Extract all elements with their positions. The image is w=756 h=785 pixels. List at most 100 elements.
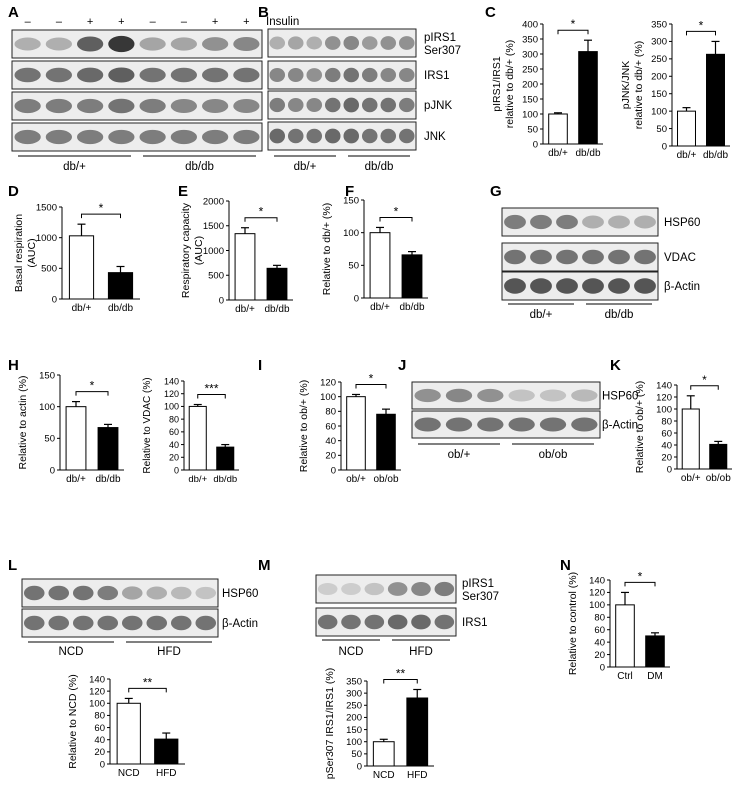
blot-band [306, 98, 323, 112]
y-axis-label: Relative to actin (%) [17, 376, 29, 470]
x-tick-label: Ctrl [617, 671, 633, 682]
blot-band-label: Ser307 [424, 45, 461, 57]
blot-band [556, 249, 578, 265]
blot-band [343, 36, 360, 50]
y-tick-label: 1500 [36, 202, 57, 213]
bar-chart-C [540, 23, 603, 145]
significance-mark: ** [396, 667, 406, 681]
significance-mark: ** [143, 675, 153, 689]
bar [578, 51, 598, 145]
blot-band [269, 128, 286, 144]
blot-band-label: IRS1 [462, 617, 488, 629]
significance-bracket [686, 30, 716, 36]
bar-chart-D [59, 206, 140, 300]
x-tick-label: db/+ [235, 304, 255, 315]
y-tick-label: 200 [522, 79, 538, 90]
y-tick-label: 1500 [203, 221, 224, 232]
blot-band [445, 388, 473, 403]
y-tick-label: 120 [320, 377, 336, 388]
y-tick-label: 100 [320, 392, 336, 403]
blot-band [634, 215, 656, 229]
significance-bracket [379, 216, 413, 222]
blot-band [146, 615, 168, 631]
blot-strip [501, 242, 659, 272]
x-tick-label: db/+ [72, 303, 92, 314]
panel-letter: D [8, 183, 19, 200]
blot-band [139, 98, 166, 114]
treatment-header: Insulin [266, 16, 299, 28]
x-tick-label: db/db [264, 304, 289, 315]
bar [681, 408, 700, 470]
y-tick-label: 20 [169, 453, 179, 463]
panel-letter: N [560, 557, 571, 574]
blot-band [571, 389, 598, 402]
blot-band [414, 388, 441, 403]
bar [346, 396, 366, 471]
y-tick-label: 250 [346, 701, 362, 712]
blot-strip [411, 410, 601, 439]
y-tick-label: 350 [651, 19, 667, 30]
significance-mark: * [99, 201, 104, 215]
significance-bracket [75, 391, 109, 396]
y-tick-label: 100 [164, 402, 179, 412]
blot-band [97, 615, 119, 631]
significance-mark: * [394, 204, 399, 218]
bar [107, 272, 134, 300]
blot-band [477, 417, 504, 432]
y-tick-label: 100 [343, 228, 359, 239]
y-tick-label: 1000 [36, 233, 57, 244]
y-tick-label: 0 [533, 139, 538, 150]
blot-band [121, 586, 143, 600]
bar [548, 113, 568, 145]
blot-band [195, 586, 217, 600]
bar-chart-L [107, 678, 185, 765]
blot-band [361, 128, 378, 144]
blot-band [380, 68, 397, 82]
bar [68, 235, 95, 300]
x-tick-label: HFD [407, 770, 428, 781]
blot-band [14, 37, 41, 51]
y-axis-label: relative to db/+ (%) [633, 41, 645, 129]
y-tick-label: 200 [346, 713, 362, 724]
blot-band [324, 67, 341, 83]
blot-band [343, 97, 360, 113]
x-tick-label: ob/+ [681, 473, 701, 484]
x-tick-label: NCD [118, 768, 140, 779]
blot-band [108, 35, 135, 53]
blot-band [387, 614, 408, 630]
blot-band [387, 582, 408, 596]
blot-band [45, 98, 72, 114]
y-tick-label: 0 [50, 465, 55, 476]
blot-band [77, 98, 104, 114]
bar [188, 405, 207, 471]
significance-bracket [624, 581, 656, 587]
panel-letter: K [610, 357, 621, 374]
blot-band [324, 36, 341, 50]
blot-band [14, 129, 41, 145]
blot-band-label: pIRS1 [462, 578, 494, 590]
blot-band [582, 215, 604, 229]
blot-band [146, 586, 168, 600]
y-tick-label: 50 [44, 434, 55, 445]
bar [372, 741, 395, 767]
blot-band [504, 278, 526, 294]
y-tick-label: 40 [169, 440, 179, 450]
bar [645, 635, 665, 668]
blot-band [343, 67, 360, 83]
blot-band-label: IRS1 [424, 70, 450, 82]
blot-band [398, 68, 415, 82]
treatment-mark: + [243, 16, 249, 28]
y-tick-label: 20 [325, 451, 336, 462]
blot-band [380, 128, 397, 144]
y-tick-label: 140 [656, 380, 672, 391]
blot-band [361, 97, 378, 113]
blot-band [287, 128, 304, 144]
y-tick-label: 150 [522, 94, 538, 105]
y-tick-label: 300 [522, 49, 538, 60]
blot-group-label: db/+ [63, 161, 86, 173]
y-tick-label: 150 [346, 725, 362, 736]
x-tick-label: HFD [156, 768, 177, 779]
y-axis-label: pJNK/JNK [620, 61, 632, 109]
blot-band [170, 99, 197, 113]
y-tick-label: 0 [662, 141, 667, 152]
